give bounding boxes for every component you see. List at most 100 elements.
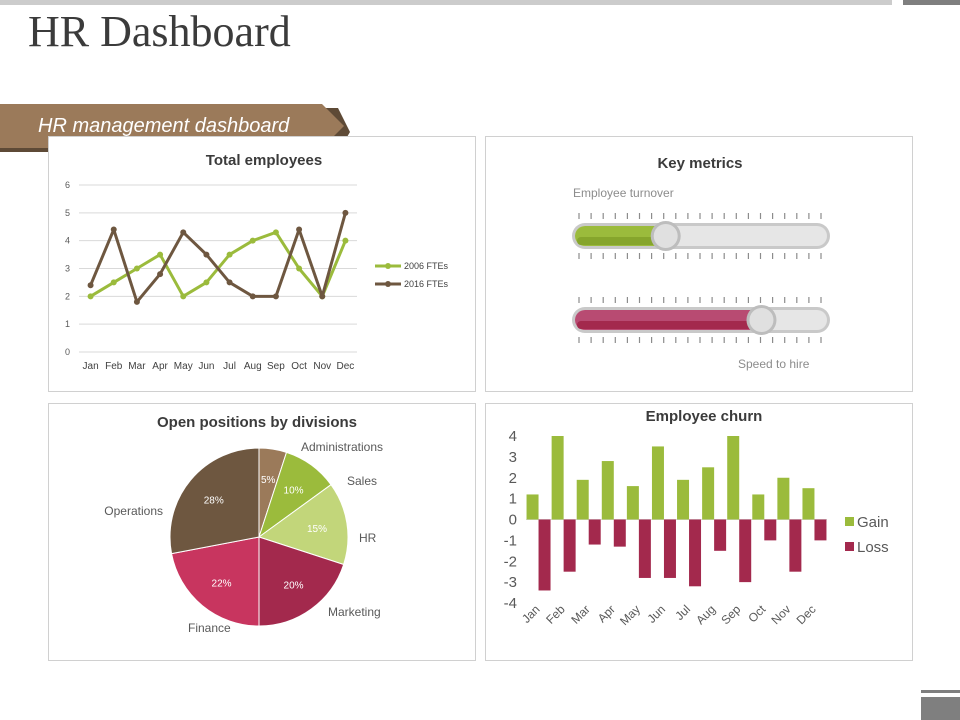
slice-percent-label: 10% xyxy=(284,485,304,496)
y-tick-label: -2 xyxy=(504,553,517,570)
data-point xyxy=(203,251,210,258)
y-tick-label: 5 xyxy=(65,208,70,218)
series-line-1 xyxy=(89,230,347,298)
data-point xyxy=(87,282,94,289)
loss-bar xyxy=(563,519,576,572)
data-point xyxy=(272,293,279,300)
pie-slice xyxy=(169,447,260,555)
data-point xyxy=(296,265,303,272)
loss-bar xyxy=(638,519,651,578)
turnover-gauge-fill-shade xyxy=(577,237,664,245)
key-metrics-gauges: Key metrics Employee turnover Speed to hir… xyxy=(572,155,830,371)
gain-bar xyxy=(777,477,790,520)
total-employees-chart: Total employees 0 1 2 3 4 5 6 Jan Feb Mar Apr May Jun… xyxy=(65,152,449,372)
data-point xyxy=(180,293,187,300)
x-tick-label: Aug xyxy=(693,602,718,627)
chart-title: Total employees xyxy=(206,152,322,169)
slice-category-label: Marketing xyxy=(328,605,381,619)
employee-churn-panel: Employee churn 4 3 2 1 0 -1 -2 -3 -4 Jan Feb Mar Apr M… xyxy=(485,403,913,661)
data-point xyxy=(157,251,164,258)
legend-swatch xyxy=(845,542,854,551)
y-tick-label: -1 xyxy=(504,532,517,549)
top-accent-bar xyxy=(0,0,892,5)
turnover-label: Employee turnover xyxy=(573,186,674,200)
gain-bar xyxy=(802,488,815,520)
data-point xyxy=(180,229,187,236)
x-tick-label: Oct xyxy=(291,361,307,372)
gain-bar xyxy=(551,436,564,520)
loss-bar xyxy=(764,519,777,541)
pie-slice xyxy=(170,536,260,627)
legend-marker xyxy=(385,281,391,287)
gain-bar xyxy=(601,461,614,520)
speed-gauge-knob xyxy=(749,308,774,332)
data-point xyxy=(319,293,326,300)
x-tick-label: Oct xyxy=(745,602,769,626)
y-tick-label: 3 xyxy=(65,264,70,274)
series-line-2 xyxy=(89,212,347,304)
pie-slice xyxy=(257,483,349,566)
turnover-gauge-knob xyxy=(653,224,678,248)
y-tick-label: 0 xyxy=(65,347,70,357)
data-point xyxy=(249,293,256,300)
loss-bar xyxy=(663,519,676,578)
x-tick-label: Sep xyxy=(267,361,285,372)
data-point xyxy=(249,237,256,244)
loss-bar xyxy=(588,519,601,545)
x-tick-label: Feb xyxy=(105,361,123,372)
slice-percent-label: 28% xyxy=(204,496,224,507)
data-point xyxy=(110,279,117,286)
gain-bar xyxy=(727,436,740,520)
key-metrics-title: Key metrics xyxy=(657,155,742,172)
y-tick-label: 3 xyxy=(509,449,517,466)
data-point xyxy=(203,279,210,286)
x-tick-label: Dec xyxy=(794,602,819,627)
top-accent-bar-right xyxy=(903,0,960,5)
x-tick-label: Jun xyxy=(644,602,668,626)
x-tick-label: Feb xyxy=(543,602,568,627)
legend-label: 2006 FTEs xyxy=(404,261,449,271)
gain-bar xyxy=(576,479,589,520)
x-tick-label: Jan xyxy=(83,361,99,372)
gain-bar xyxy=(651,446,664,520)
legend-marker xyxy=(385,263,391,269)
chart-title: Open positions by divisions xyxy=(157,414,357,431)
page-title: HR Dashboard xyxy=(28,7,291,56)
slice-category-label: Administrations xyxy=(301,440,383,454)
speed-label: Speed to hire xyxy=(738,357,810,371)
y-tick-label: -4 xyxy=(504,595,517,612)
x-tick-label: Apr xyxy=(595,602,618,625)
chart-title: Employee churn xyxy=(646,408,763,425)
data-point xyxy=(133,298,140,305)
legend-label: 2016 FTEs xyxy=(404,279,449,289)
y-tick-label: 1 xyxy=(509,491,517,508)
y-tick-label: 2 xyxy=(65,291,70,301)
data-point xyxy=(87,293,94,300)
data-point xyxy=(226,279,233,286)
slice-category-label: HR xyxy=(359,531,377,545)
open-positions-panel: Open positions by divisions 5% Administrat… xyxy=(48,403,476,661)
x-tick-label: Mar xyxy=(128,361,146,372)
loss-bar xyxy=(613,519,626,547)
gain-bar xyxy=(677,479,690,520)
data-point xyxy=(342,237,349,244)
footer-accent-block xyxy=(921,697,960,720)
x-tick-label: Nov xyxy=(769,602,794,627)
x-tick-label: Sep xyxy=(718,602,743,627)
slice-percent-label: 20% xyxy=(284,581,304,592)
legend-swatch xyxy=(845,517,854,526)
loss-bar xyxy=(538,519,551,591)
pie-slice xyxy=(258,536,345,627)
y-tick-label: 0 xyxy=(509,512,517,529)
speed-gauge-fill-shade xyxy=(577,321,760,329)
open-positions-pie-chart: Open positions by divisions 5% Administrat… xyxy=(104,414,383,635)
x-tick-label: Jun xyxy=(198,361,214,372)
x-tick-label: Aug xyxy=(244,361,262,372)
gain-bar xyxy=(752,494,765,520)
y-tick-label: 1 xyxy=(65,319,70,329)
x-tick-label: May xyxy=(617,602,643,628)
data-point xyxy=(133,265,140,272)
slice-percent-label: 15% xyxy=(307,524,327,535)
data-point xyxy=(296,226,303,233)
slice-percent-label: 22% xyxy=(212,578,232,589)
